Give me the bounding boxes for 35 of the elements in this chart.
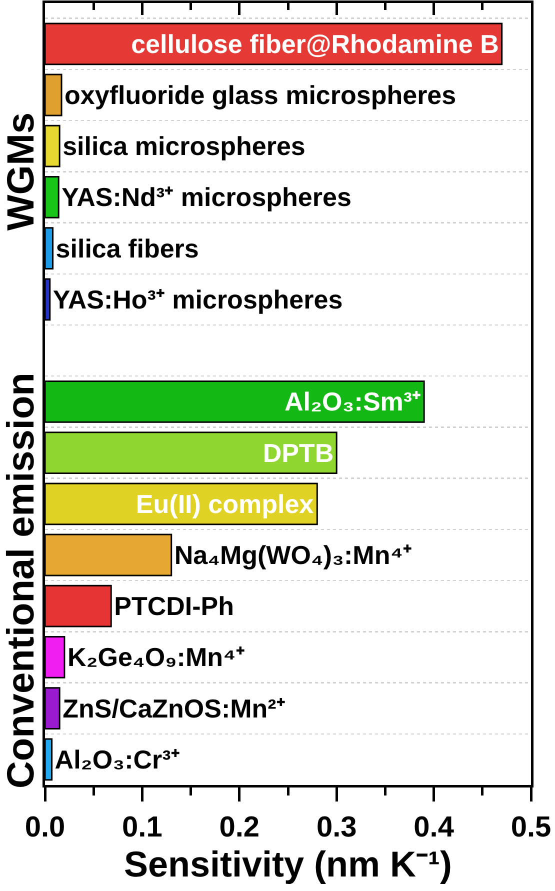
x-tick-label: 0.0 [24, 811, 66, 844]
y-tick-label: Al₂O₃:Sm³⁺ [284, 386, 422, 417]
bar [45, 74, 62, 116]
y-tick-label: ZnS/CaZnOS:Mn²⁺ [62, 693, 286, 724]
x-tick-label: 0.4 [414, 811, 454, 844]
y-tick-label: DPTB [262, 438, 334, 468]
x-tick-label: 0.1 [122, 811, 162, 844]
bar [45, 584, 112, 628]
bar [45, 432, 338, 474]
y-tick-label: YAS:Ho³⁺ microspheres [52, 284, 343, 314]
x-tick-label: 0.3 [316, 811, 357, 844]
text: Conventional emission [0, 372, 42, 789]
y-tick-label: PTCDI-Ph [114, 591, 234, 622]
bar [45, 687, 60, 730]
bar [45, 636, 66, 678]
x-axis-title: Sensitivity (nm K⁻¹) [124, 843, 452, 884]
bar [45, 227, 54, 270]
y-tick-label: Na₄Mg(WO₄)₃:Mn⁴⁺ [174, 540, 412, 570]
bar [45, 738, 53, 781]
y-tick-label: cellulose fiber@Rhodamine B [131, 28, 499, 59]
y-tick-label: silica fibers [56, 233, 199, 264]
bar [45, 380, 425, 423]
bar [45, 534, 172, 576]
x-tick-label: 0.2 [219, 811, 260, 844]
y-tick-label: Eu(II) complex [136, 488, 314, 519]
x-tick-label: 0.5 [510, 811, 552, 844]
y-tick-label: Al₂O₃:Cr³⁺ [54, 744, 180, 774]
bar [45, 176, 60, 218]
y-tick-label: silica microspheres [62, 131, 306, 162]
y-tick-label: oxyfluoride glass microspheres [64, 80, 456, 110]
y-tick-label: K₂Ge₄O₉:Mn⁴⁺ [67, 642, 245, 672]
y-tick-label: YAS:Nd³⁺ microspheres [62, 182, 352, 212]
bar [45, 124, 60, 168]
text: WGMs [0, 112, 42, 231]
bar [45, 278, 51, 321]
